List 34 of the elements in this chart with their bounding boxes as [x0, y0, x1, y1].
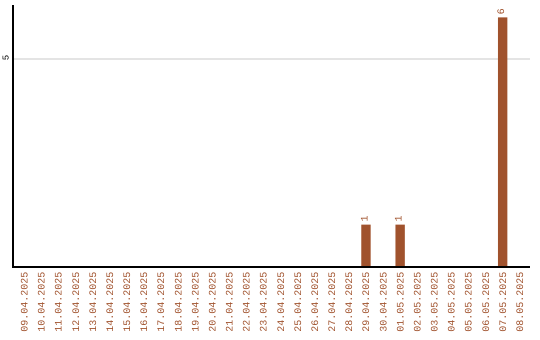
x-tick-label: 29.04.2025: [362, 272, 374, 332]
x-tick-label: 27.04.2025: [328, 272, 340, 332]
x-tick-label: 25.04.2025: [294, 272, 305, 332]
x-tick-label: 13.04.2025: [88, 272, 100, 332]
x-tick-label: 04.05.2025: [448, 272, 459, 332]
x-tick-label: 05.05.2025: [464, 272, 476, 332]
x-tick-label: 11.04.2025: [54, 272, 66, 332]
x-tick-label: 08.05.2025: [516, 272, 527, 332]
x-tick-label: 01.05.2025: [396, 272, 408, 332]
x-tick-label: 16.04.2025: [140, 272, 152, 332]
x-tick-label: 02.05.2025: [413, 272, 424, 332]
x-tick-label: 07.05.2025: [498, 272, 510, 332]
x-tick-label: 09.04.2025: [20, 272, 32, 332]
data-label: 1: [360, 216, 372, 222]
x-tick-label: 23.04.2025: [260, 272, 271, 332]
x-tick-label: 03.05.2025: [430, 272, 442, 332]
x-tick-label: 15.04.2025: [123, 272, 134, 332]
data-label: 1: [394, 216, 406, 222]
x-tick-label: 30.04.2025: [379, 272, 390, 332]
x-tick-label: 21.04.2025: [226, 272, 237, 332]
x-tick-label: 19.04.2025: [191, 272, 202, 332]
x-tick-label: 06.05.2025: [482, 272, 493, 332]
y-tick-label: 5: [2, 54, 12, 60]
x-tick-label: 10.04.2025: [38, 272, 49, 332]
x-tick-label: 22.04.2025: [242, 272, 254, 332]
x-tick-label: 14.04.2025: [106, 272, 117, 332]
x-tick-label: 24.04.2025: [276, 272, 288, 332]
x-tick-label: 17.04.2025: [157, 272, 168, 332]
data-label: 6: [497, 8, 508, 14]
x-tick-label: 18.04.2025: [174, 272, 186, 332]
x-tick-label: 20.04.2025: [208, 272, 220, 332]
x-tick-label: 26.04.2025: [310, 272, 322, 332]
x-tick-label: 12.04.2025: [72, 272, 83, 332]
x-tick-label: 28.04.2025: [345, 272, 356, 332]
